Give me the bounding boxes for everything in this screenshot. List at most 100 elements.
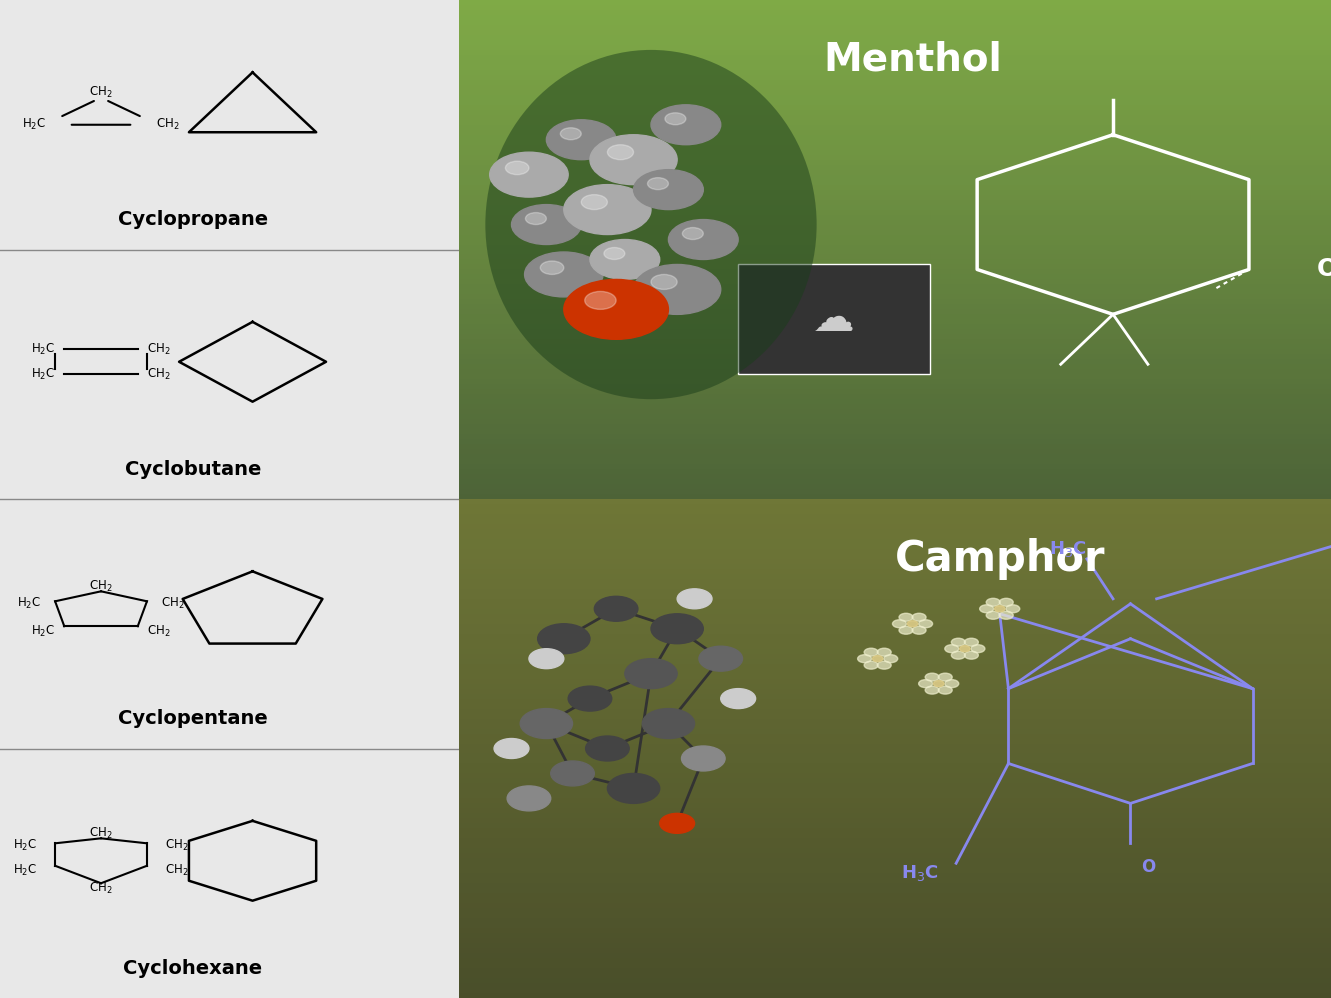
Bar [459, 364, 1331, 369]
Bar [459, 629, 1331, 634]
Bar [459, 958, 1331, 963]
Circle shape [938, 674, 952, 682]
Bar [459, 933, 1331, 938]
Text: CH$_2$: CH$_2$ [146, 624, 170, 639]
Circle shape [918, 680, 933, 688]
Bar [459, 240, 1331, 245]
Bar [459, 534, 1331, 539]
Bar [459, 264, 1331, 269]
Bar [459, 978, 1331, 983]
Bar [459, 170, 1331, 175]
Bar [459, 215, 1331, 220]
Bar [459, 664, 1331, 669]
Bar [459, 135, 1331, 140]
Bar [459, 793, 1331, 798]
Circle shape [568, 687, 612, 712]
Circle shape [634, 170, 703, 210]
Circle shape [595, 596, 638, 621]
Bar [459, 250, 1331, 254]
Bar [459, 918, 1331, 923]
Circle shape [1006, 605, 1020, 613]
Bar [459, 414, 1331, 419]
Bar [459, 838, 1331, 843]
Circle shape [925, 686, 940, 694]
Bar [459, 334, 1331, 339]
Bar [459, 404, 1331, 409]
Text: O: O [1141, 858, 1155, 876]
Text: CH$_2$: CH$_2$ [89, 579, 113, 594]
Text: CH$_2$: CH$_2$ [161, 596, 184, 612]
Circle shape [647, 178, 668, 190]
Bar [459, 714, 1331, 719]
Bar [459, 284, 1331, 289]
Circle shape [960, 646, 970, 652]
Bar [459, 324, 1331, 329]
Text: CH$_2$: CH$_2$ [146, 341, 170, 357]
Bar [459, 823, 1331, 828]
Bar [459, 798, 1331, 803]
Circle shape [980, 605, 994, 613]
Bar [459, 873, 1331, 878]
Bar [459, 40, 1331, 45]
Bar [459, 0, 1331, 5]
Text: H$_2$C: H$_2$C [21, 117, 45, 133]
Bar [459, 110, 1331, 115]
Bar [459, 544, 1331, 549]
Text: Cyclopropane: Cyclopropane [118, 210, 268, 230]
Circle shape [526, 213, 547, 225]
Bar [459, 988, 1331, 993]
Bar [459, 848, 1331, 853]
Bar [459, 304, 1331, 309]
Circle shape [560, 128, 582, 140]
Circle shape [520, 709, 572, 739]
Text: H$_3$C: H$_3$C [901, 863, 938, 883]
Circle shape [590, 135, 677, 185]
Bar [459, 554, 1331, 559]
Circle shape [918, 620, 933, 628]
Text: H$_2$C: H$_2$C [17, 596, 41, 612]
Bar [459, 299, 1331, 304]
Circle shape [604, 248, 624, 259]
Bar [459, 489, 1331, 494]
Bar [459, 130, 1331, 135]
Bar [459, 828, 1331, 833]
Bar [459, 813, 1331, 818]
Circle shape [1000, 611, 1013, 619]
Circle shape [938, 686, 952, 694]
Bar [459, 674, 1331, 679]
Bar [459, 309, 1331, 314]
Text: CH$_2$: CH$_2$ [89, 880, 113, 896]
Bar [459, 669, 1331, 674]
Circle shape [912, 626, 926, 634]
Bar [459, 120, 1331, 125]
Bar [459, 145, 1331, 150]
Circle shape [643, 709, 695, 739]
Bar [459, 699, 1331, 704]
Bar [459, 953, 1331, 958]
Bar [459, 529, 1331, 534]
Bar [459, 783, 1331, 788]
Bar [459, 614, 1331, 619]
Bar [459, 379, 1331, 384]
Bar [459, 185, 1331, 190]
Bar [459, 205, 1331, 210]
Bar [459, 429, 1331, 434]
Bar [459, 140, 1331, 145]
Circle shape [1000, 599, 1013, 607]
Bar [459, 389, 1331, 394]
Bar [459, 923, 1331, 928]
Bar [459, 479, 1331, 484]
Bar [459, 973, 1331, 978]
Circle shape [538, 624, 590, 654]
Bar [459, 339, 1331, 344]
Circle shape [945, 645, 958, 653]
Bar [459, 329, 1331, 334]
Bar [459, 150, 1331, 155]
Bar [459, 818, 1331, 823]
Bar [459, 868, 1331, 873]
Circle shape [884, 655, 897, 663]
Circle shape [624, 659, 677, 689]
Bar [459, 744, 1331, 748]
Bar [459, 254, 1331, 259]
Bar [459, 579, 1331, 584]
